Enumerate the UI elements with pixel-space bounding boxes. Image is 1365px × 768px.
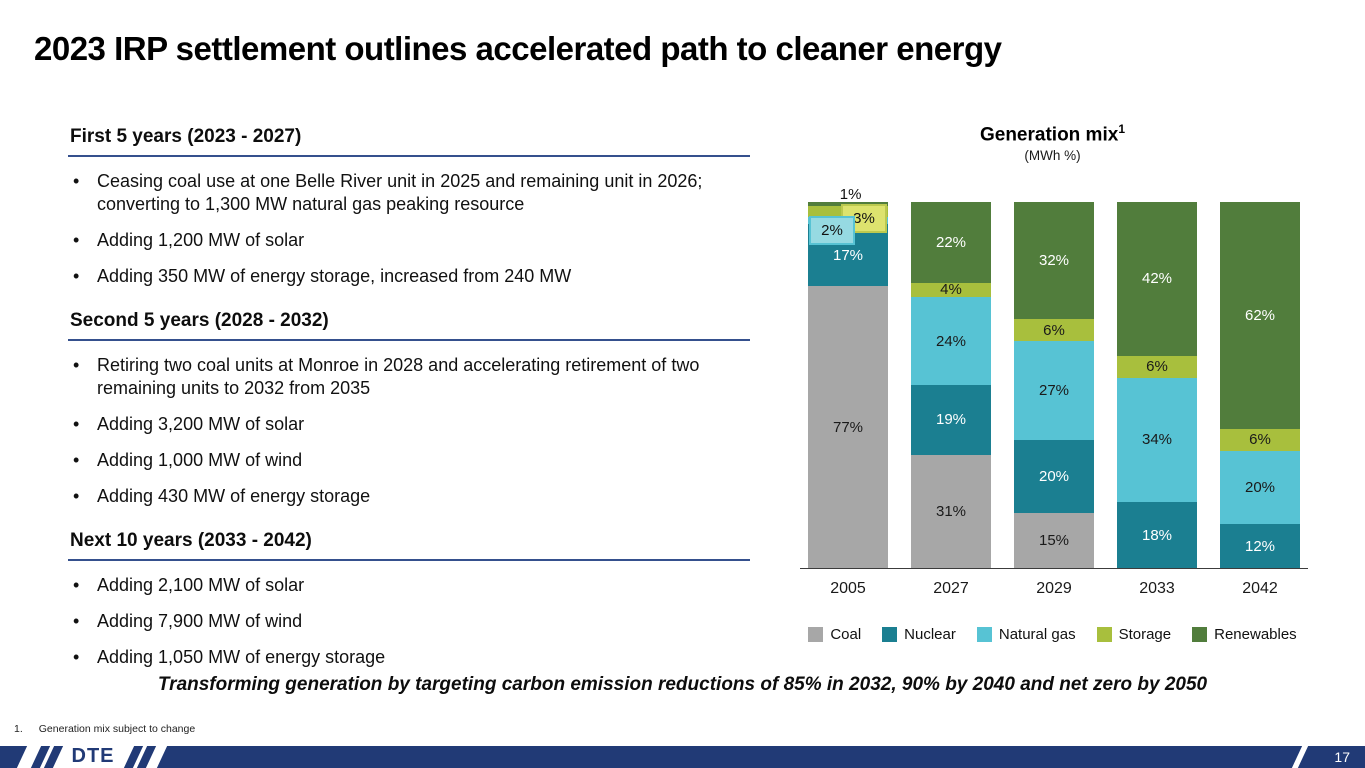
segment-coal: 77% bbox=[808, 286, 888, 568]
bullet-list: Retiring two coal units at Monroe in 202… bbox=[68, 354, 750, 508]
bullet-item: Retiring two coal units at Monroe in 202… bbox=[68, 354, 750, 400]
chart-x-axis: 2005 2027 2029 2033 2042 bbox=[800, 580, 1308, 598]
x-tick-2042: 2042 bbox=[1242, 580, 1278, 597]
segment-renewables: 42% bbox=[1117, 202, 1197, 356]
bullet-list: Adding 2,100 MW of solar Adding 7,900 MW … bbox=[68, 574, 750, 669]
legend-label: Nuclear bbox=[904, 626, 956, 643]
bullet-list: Ceasing coal use at one Belle River unit… bbox=[68, 170, 750, 288]
slide-title: 2023 IRP settlement outlines accelerated… bbox=[34, 30, 1002, 67]
bullet-item: Ceasing coal use at one Belle River unit… bbox=[68, 170, 750, 216]
bar-2033: 42% 6% 34% 18% bbox=[1117, 202, 1197, 568]
chart-title-text: Generation mix bbox=[979, 124, 1119, 146]
left-panel: First 5 years (2023 - 2027) Ceasing coal … bbox=[68, 126, 750, 682]
page-number-slash-icon bbox=[1291, 746, 1309, 768]
section-title: Second 5 years (2028 - 2032) bbox=[68, 310, 750, 342]
segment-nuclear: 12% bbox=[1220, 524, 1300, 568]
segment-renewables bbox=[808, 202, 888, 206]
bullet-item: Adding 3,200 MW of solar bbox=[68, 413, 750, 436]
x-tick-2033: 2033 bbox=[1139, 580, 1175, 597]
section-title: Next 10 years (2033 - 2042) bbox=[68, 530, 750, 562]
chart-plot: 17% 77% 1% 3% 2% 22% 4% 24% 19% 31% 32% 6% 27% 20% 15%… bbox=[800, 186, 1308, 569]
segment-nuclear: 20% bbox=[1014, 439, 1094, 514]
segment-renewables: 22% bbox=[911, 202, 991, 283]
legend-item-natural-gas: Natural gas bbox=[976, 626, 1076, 643]
legend-label: Natural gas bbox=[998, 626, 1076, 643]
x-tick-2027: 2027 bbox=[933, 580, 969, 597]
segment-coal: 31% bbox=[911, 454, 991, 568]
footnote: 1. Generation mix subject to change bbox=[14, 723, 195, 735]
legend-item-storage: Storage bbox=[1096, 626, 1172, 643]
chart-legend: Coal Nuclear Natural gas Storage Renewables bbox=[790, 626, 1315, 643]
segment-nuclear: 18% bbox=[1117, 502, 1197, 568]
chart-title: Generation mix1 bbox=[790, 122, 1315, 146]
segment-storage: 4% bbox=[911, 282, 991, 298]
bullet-item: Adding 1,000 MW of wind bbox=[68, 449, 750, 472]
segment-natural-gas: 34% bbox=[1117, 377, 1197, 503]
legend-swatch-icon bbox=[1192, 627, 1208, 642]
bullet-item: Adding 1,050 MW of energy storage bbox=[68, 646, 750, 669]
generation-mix-chart: Generation mix1 (MWh %) 17% 77% 1% 3% 2% 22% 4… bbox=[790, 122, 1315, 662]
legend-swatch-icon bbox=[882, 627, 898, 642]
bullet-item: Adding 1,200 MW of solar bbox=[68, 229, 750, 252]
legend-label: Coal bbox=[830, 626, 862, 643]
footer-bar: DTE 17 bbox=[0, 746, 1365, 768]
bar-2005: 17% 77% 1% 3% 2% bbox=[808, 186, 888, 568]
chart-title-footnote-ref: 1 bbox=[1118, 122, 1125, 136]
page-number: 17 bbox=[1334, 749, 1350, 765]
bullet-item: Adding 350 MW of energy storage, increas… bbox=[68, 265, 750, 288]
legend-item-nuclear: Nuclear bbox=[882, 626, 956, 643]
chart-subtitle: (MWh %) bbox=[1024, 148, 1081, 164]
segment-storage: 6% bbox=[1220, 428, 1300, 451]
segment-natural-gas: 27% bbox=[1014, 341, 1094, 440]
dte-logo: DTE bbox=[71, 745, 115, 767]
x-tick-2029: 2029 bbox=[1036, 580, 1072, 597]
legend-swatch-icon bbox=[976, 627, 992, 642]
segment-renewables: 62% bbox=[1220, 202, 1300, 429]
footnote-text: Generation mix subject to change bbox=[38, 723, 196, 735]
key-message: Transforming generation by targeting car… bbox=[157, 674, 1208, 695]
section: First 5 years (2023 - 2027) Ceasing coal … bbox=[68, 126, 750, 288]
segment-renewables: 32% bbox=[1014, 202, 1094, 320]
bar-2027: 22% 4% 24% 19% 31% bbox=[911, 202, 991, 568]
legend-swatch-icon bbox=[1096, 627, 1112, 642]
callout-natural-gas-2005: 2% bbox=[809, 216, 855, 245]
legend-item-coal: Coal bbox=[808, 626, 861, 643]
section: Second 5 years (2028 - 2032) Retiring two… bbox=[68, 310, 750, 508]
bullet-item: Adding 7,900 MW of wind bbox=[68, 610, 750, 633]
bullet-item: Adding 430 MW of energy storage bbox=[68, 485, 750, 508]
segment-nuclear: 19% bbox=[911, 385, 991, 455]
label-renewables-2005: 1% bbox=[839, 186, 862, 203]
segment-natural-gas: 24% bbox=[911, 297, 991, 386]
bar-2029: 32% 6% 27% 20% 15% bbox=[1014, 202, 1094, 568]
section-title: First 5 years (2023 - 2027) bbox=[68, 126, 750, 157]
x-tick-2005: 2005 bbox=[830, 580, 866, 597]
segment-storage: 6% bbox=[1014, 319, 1094, 342]
bar-2042: 62% 6% 20% 12% bbox=[1220, 202, 1300, 568]
segment-natural-gas: 20% bbox=[1220, 450, 1300, 525]
legend-item-renewables: Renewables bbox=[1192, 626, 1297, 643]
legend-label: Storage bbox=[1118, 626, 1172, 643]
legend-swatch-icon bbox=[808, 627, 824, 642]
legend-label: Renewables bbox=[1214, 626, 1297, 643]
footnote-number: 1. bbox=[14, 723, 23, 735]
segment-storage: 6% bbox=[1117, 355, 1197, 378]
segment-coal: 15% bbox=[1014, 513, 1094, 568]
section: Next 10 years (2033 - 2042) Adding 2,100 … bbox=[68, 530, 750, 669]
bullet-item: Adding 2,100 MW of solar bbox=[68, 574, 750, 597]
